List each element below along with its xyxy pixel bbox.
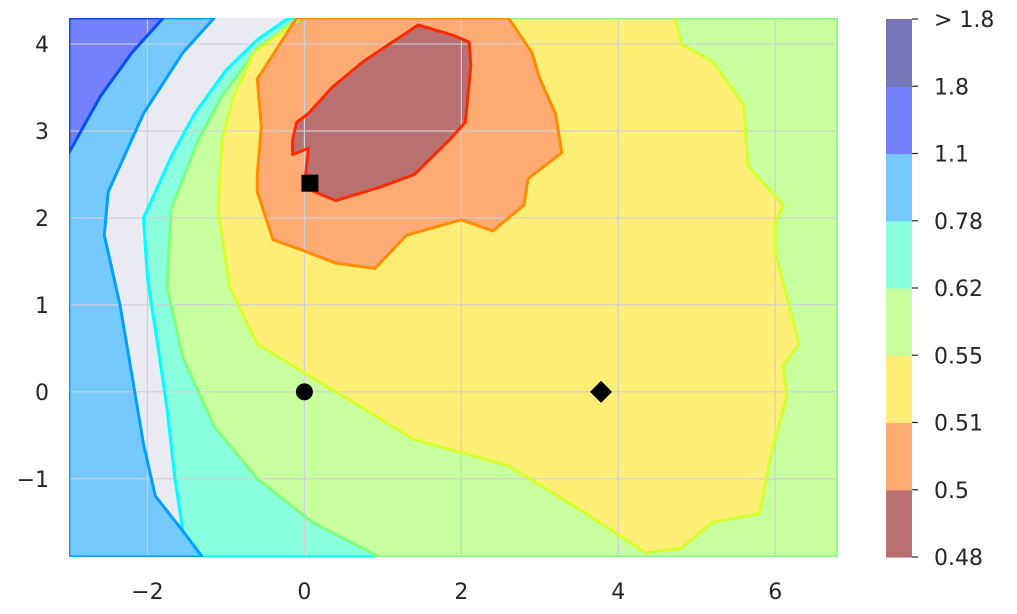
square-marker [301,174,319,192]
markers [295,174,613,403]
colorbar-tick-label: 1.1 [934,143,969,168]
contour-bands [69,18,838,557]
band-0.48-0.5-edge [291,23,473,203]
y-tick-label: 1 [35,294,49,319]
colorbar-tick-label: 0.48 [934,546,983,571]
colorbar-tick-label: 0.62 [934,277,983,302]
x-tick-label: 4 [611,580,625,605]
colorbar-tick-label: > 1.8 [934,8,994,33]
diamond-marker [590,380,613,403]
band-1.1-1.8-edge [69,18,165,155]
x-tick-label: 0 [297,580,311,605]
colorbar-tick-label: 0.5 [934,479,969,504]
band-0.78-1.1 [69,18,215,557]
colorbar-band [886,489,912,558]
colorbar-band [886,220,912,289]
band-0.5-0.51-edge [255,18,564,270]
colorbar-tick-label: 1.8 [934,75,969,100]
band-0.78-1.1-edge [69,18,216,557]
x-tick-label: −2 [131,580,163,605]
colorbar-band [886,355,912,424]
colorbar-band [886,153,912,222]
colorbar-band [886,288,912,356]
contour-lines [69,18,838,557]
axis-ticks: −2 0 2 4 6 4 3 2 1 0 −1 [17,33,783,605]
colorbar-band [886,86,912,155]
y-tick-label: 2 [35,207,49,232]
y-tick-label: 4 [35,33,49,58]
circle-marker [295,383,313,401]
colorbar: 0.48 0.5 0.51 0.55 0.62 0.78 1.1 1.8 > 1.8 [886,8,994,571]
colorbar-band [886,422,912,491]
band-0.51-0.55-edge [216,18,801,555]
y-tick-label: 0 [35,381,49,406]
band-0.48-0.5 [292,25,471,201]
colorbar-tick-label: 0.55 [934,344,983,369]
x-tick-label: 2 [454,580,468,605]
y-tick-label: 3 [35,120,49,145]
colorbar-tick-label: 0.51 [934,412,983,437]
band-0.62-0.78-edge [142,18,838,557]
colorbar-band [886,19,912,87]
x-tick-label: 6 [768,580,782,605]
band-0.55-0.62-edge [165,18,838,557]
band-1.1-1.8 [69,18,164,153]
y-tick-label: −1 [17,468,49,493]
colorbar-tick-label: 0.78 [934,210,983,235]
